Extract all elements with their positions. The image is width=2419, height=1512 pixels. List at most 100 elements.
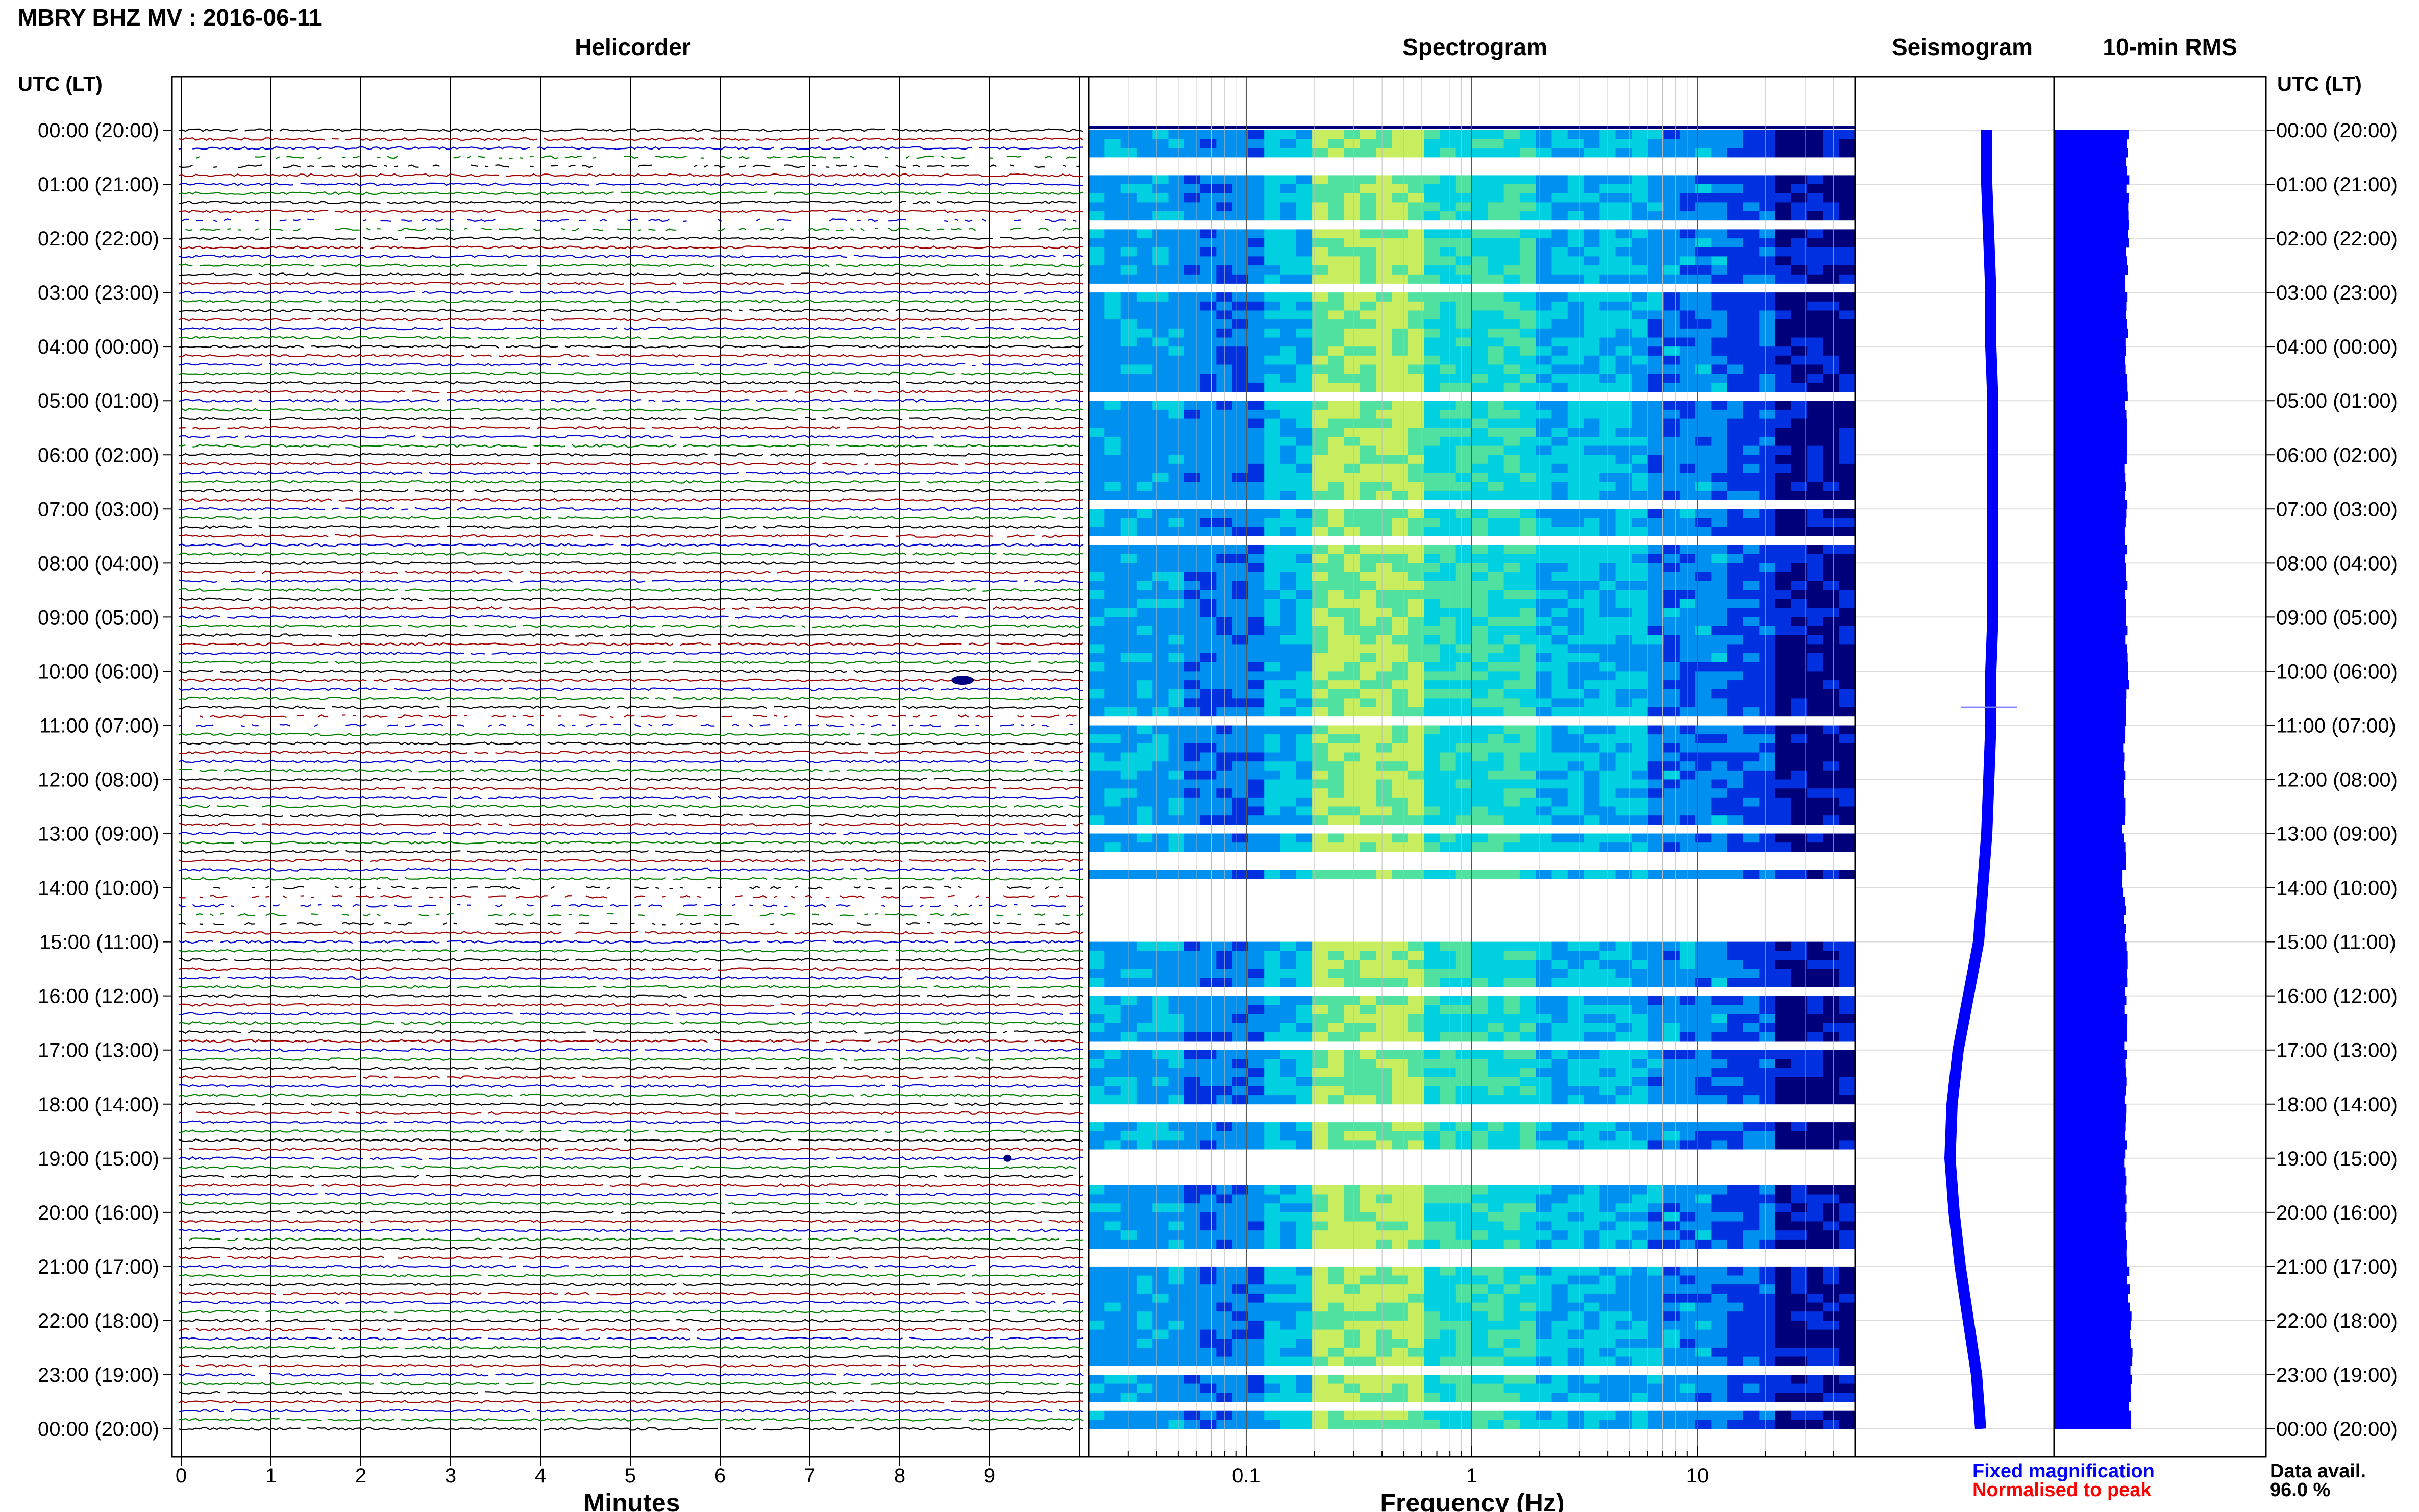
spectrogram-cell [1791, 1077, 1808, 1086]
spectrogram-cell [1679, 770, 1696, 780]
spectrogram-cell [1695, 671, 1712, 681]
spectrogram-cell [1775, 193, 1792, 203]
spectrogram-cell [1360, 941, 1376, 951]
spectrogram-cell [1296, 1230, 1313, 1240]
spectrogram-cell [1807, 698, 1823, 708]
spectrogram-cell [1120, 139, 1137, 148]
spectrogram-cell [1280, 752, 1297, 762]
spectrogram-cell [1503, 698, 1520, 708]
spectrogram-cell [1376, 941, 1393, 951]
spectrogram-cell [1759, 1284, 1776, 1294]
spectrogram-cell [1296, 815, 1313, 825]
spectrogram-cell [1584, 374, 1600, 383]
spectrogram-cell [1232, 969, 1249, 978]
spectrogram-cell [1376, 689, 1393, 699]
spectrogram-cell [1663, 328, 1680, 338]
spectrogram-cell [1551, 1005, 1568, 1014]
spectrogram-cell [1089, 617, 1105, 627]
spectrogram-cell [1168, 644, 1185, 654]
spectrogram-cell [1152, 842, 1169, 852]
spectrogram-cell [1679, 337, 1696, 347]
spectrogram-cell [1536, 806, 1552, 816]
spectrogram-cell [1711, 788, 1728, 798]
spectrogram-cell [1376, 1005, 1393, 1014]
spectrogram-cell [1455, 563, 1472, 573]
spectrogram-cell [1455, 978, 1472, 987]
spectrogram-cell [1472, 644, 1488, 654]
spectrogram-cell [1807, 797, 1823, 807]
spectrogram-cell [1360, 211, 1376, 221]
spectrogram-cell [1184, 833, 1201, 843]
spectrogram-cell [1328, 229, 1345, 239]
spectrogram-cell [1312, 490, 1328, 500]
spectrogram-cell [1360, 346, 1376, 356]
spectrogram-cell [1584, 319, 1600, 329]
spectrogram-cell [1152, 969, 1169, 978]
spectrogram-cell [1839, 436, 1856, 446]
spectrogram-cell [1839, 671, 1856, 681]
spectrogram-cell [1807, 148, 1823, 158]
spectrogram-cell [1647, 482, 1664, 491]
spectrogram-cell [1360, 1005, 1376, 1014]
spectrogram-cell [1168, 1014, 1185, 1024]
spectrogram-cell [1647, 374, 1664, 383]
spectrogram-cell [1839, 319, 1856, 329]
spectrogram-cell [1200, 518, 1217, 528]
spectrogram-cell [1759, 689, 1776, 699]
spectrogram-cell [1248, 319, 1265, 329]
spectrogram-cell [1679, 960, 1696, 970]
spectrogram-cell [1264, 1050, 1281, 1059]
spectrogram-cell [1519, 671, 1536, 681]
spectrogram-cell [1775, 662, 1792, 672]
spectrogram-cell [1344, 518, 1361, 528]
spectrogram-cell [1488, 310, 1504, 320]
spectrogram-cell [1232, 1221, 1249, 1231]
spectrogram-cell [1455, 752, 1472, 762]
spectrogram-cell [1168, 130, 1185, 140]
spectrogram-cell [1791, 401, 1808, 410]
spectrogram-cell [1615, 1086, 1632, 1096]
spectrogram-cell [1823, 265, 1840, 275]
spectrogram-cell [1823, 1086, 1840, 1096]
spectrogram-cell [1631, 969, 1648, 978]
spectrogram-cell [1136, 1302, 1153, 1312]
spectrogram-cell [1743, 635, 1760, 645]
spectrogram-cell [1120, 1293, 1137, 1303]
spectrogram-cell [1136, 319, 1153, 329]
spectrogram-cell [1503, 707, 1520, 717]
spectrogram-cell [1152, 310, 1169, 320]
spectrogram-cell [1615, 1014, 1632, 1024]
spectrogram-cell [1120, 301, 1137, 311]
spectrogram-cell [1488, 1293, 1504, 1303]
spectrogram-cell [1647, 1230, 1664, 1240]
spectrogram-cell [1472, 482, 1488, 491]
spectrogram-cell [1232, 364, 1249, 374]
spectrogram-cell [1791, 436, 1808, 446]
spectrogram-cell [1376, 1131, 1393, 1141]
spectrogram-cell [1551, 653, 1568, 663]
spectrogram-cell [1615, 797, 1632, 807]
spectrogram-cell [1743, 445, 1760, 455]
spectrogram-cell [1711, 130, 1728, 140]
spectrogram-cell [1328, 328, 1345, 338]
spectrogram-cell [1455, 581, 1472, 590]
spectrogram-cell [1567, 436, 1584, 446]
spectrogram-cell [1488, 418, 1504, 428]
spectrogram-cell [1280, 292, 1297, 302]
spectrogram-cell [1488, 1032, 1504, 1042]
spectrogram-cell [1392, 671, 1409, 681]
spectrogram-cell [1727, 1140, 1744, 1150]
spectrogram-cell [1615, 364, 1632, 374]
spectrogram-cell [1807, 581, 1823, 590]
spectrogram-cell [1344, 581, 1361, 590]
spectrogram-cell [1408, 572, 1424, 582]
spectrogram-cell [1424, 130, 1440, 140]
spectrogram-cell [1695, 238, 1712, 248]
spectrogram-cell [1631, 761, 1648, 771]
spectrogram-cell [1791, 644, 1808, 654]
spectrogram-cell [1567, 969, 1584, 978]
spectrogram-cell [1280, 653, 1297, 663]
spectrogram-cell [1536, 518, 1552, 528]
spectrogram-cell [1536, 301, 1552, 311]
spectrogram-cell [1488, 554, 1504, 563]
